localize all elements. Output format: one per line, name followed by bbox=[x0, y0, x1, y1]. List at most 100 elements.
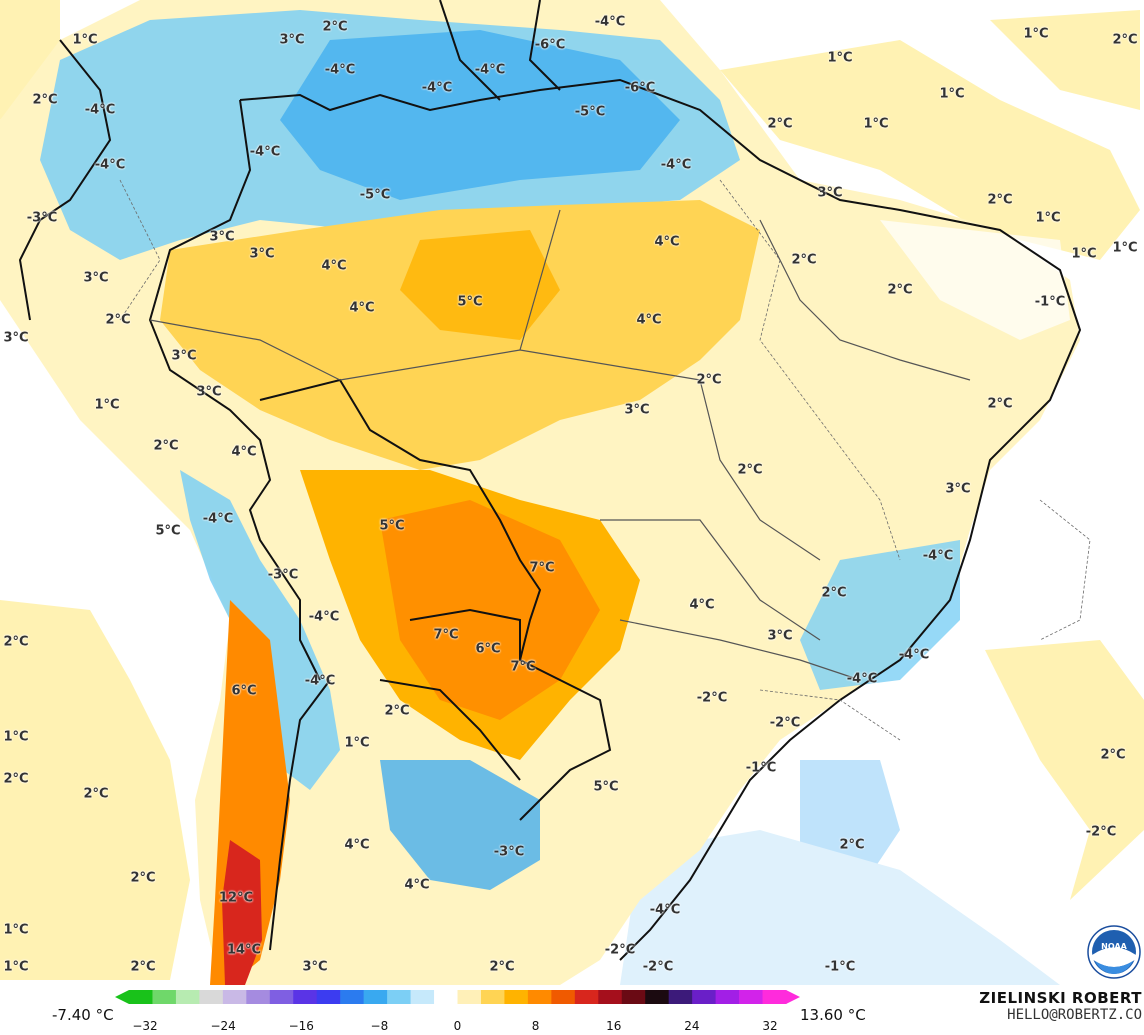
temp-label: 2°C bbox=[105, 312, 131, 328]
temp-label: 1°C bbox=[1023, 26, 1049, 42]
temp-label: 1°C bbox=[939, 86, 965, 102]
temperature-anomaly-map: 1°C 2°C 3°C -4°C -4°C -6°C -4°C -4°C -5°… bbox=[0, 0, 1144, 985]
temp-label: 3°C bbox=[945, 481, 971, 497]
scale-tick-label: −32 bbox=[132, 1019, 158, 1033]
scale-color-swatch bbox=[387, 990, 412, 1004]
temp-label: 2°C bbox=[821, 585, 847, 601]
scale-color-swatch bbox=[715, 990, 740, 1004]
warm-central bbox=[160, 200, 760, 470]
temp-label: 3°C bbox=[279, 32, 305, 48]
temp-label: 2°C bbox=[737, 462, 763, 478]
temp-label: 2°C bbox=[489, 959, 515, 975]
country-borders bbox=[18, 0, 1082, 961]
temp-label: -4°C bbox=[324, 62, 356, 78]
temp-label: 1°C bbox=[3, 959, 29, 975]
temp-label: 2°C bbox=[767, 116, 793, 132]
scale-left-arrow bbox=[115, 990, 129, 1004]
temp-label: 4°C bbox=[349, 300, 375, 316]
temp-label: -1°C bbox=[824, 959, 856, 975]
temp-label: 5°C bbox=[379, 518, 405, 534]
temp-label: 7°C bbox=[510, 659, 536, 675]
scale-color-swatch bbox=[293, 990, 318, 1004]
author-email: HELLO@ROBERTZ.CO bbox=[1007, 1007, 1142, 1023]
temp-label: 2°C bbox=[3, 771, 29, 787]
scale-color-swatch bbox=[739, 990, 764, 1004]
temp-label: -2°C bbox=[604, 942, 636, 958]
temp-label: -4°C bbox=[308, 609, 340, 625]
temp-label: -2°C bbox=[696, 690, 728, 706]
temp-label: 1°C bbox=[94, 397, 120, 413]
temp-label: -4°C bbox=[594, 14, 626, 30]
temp-label: 4°C bbox=[689, 597, 715, 613]
temp-label: 5°C bbox=[155, 523, 181, 539]
temp-label: 2°C bbox=[887, 282, 913, 298]
temp-label: -4°C bbox=[421, 80, 453, 96]
temp-label: 2°C bbox=[791, 252, 817, 268]
temp-label: -4°C bbox=[94, 157, 126, 173]
temp-label: 3°C bbox=[209, 229, 235, 245]
temp-label: 2°C bbox=[32, 92, 58, 108]
temp-label: -4°C bbox=[304, 673, 336, 689]
scale-tick-label: −16 bbox=[288, 1019, 314, 1033]
temp-label: -4°C bbox=[249, 144, 281, 160]
temp-label: 2°C bbox=[384, 703, 410, 719]
temp-label: -1°C bbox=[745, 760, 777, 776]
scale-color-swatch bbox=[340, 990, 365, 1004]
temp-label: 6°C bbox=[475, 641, 501, 657]
temp-label: 12°C bbox=[218, 890, 254, 906]
svg-text:NOAA: NOAA bbox=[1101, 942, 1127, 951]
temp-label: -6°C bbox=[534, 37, 566, 53]
temp-label: -2°C bbox=[642, 959, 674, 975]
scale-color-swatch bbox=[762, 990, 787, 1004]
scale-color-swatch bbox=[222, 990, 247, 1004]
temp-label: 4°C bbox=[344, 837, 370, 853]
temp-label: 2°C bbox=[1100, 747, 1126, 763]
temp-label: -6°C bbox=[624, 80, 656, 96]
temp-label: -2°C bbox=[1085, 824, 1117, 840]
temp-label: 7°C bbox=[433, 627, 459, 643]
temp-label: 3°C bbox=[249, 246, 275, 262]
scale-color-swatch bbox=[269, 990, 294, 1004]
temp-label: 1°C bbox=[863, 116, 889, 132]
scale-color-swatch bbox=[434, 990, 458, 1004]
scale-color-swatch bbox=[551, 990, 576, 1004]
scale-color-swatch bbox=[668, 990, 693, 1004]
branding: ZIELINSKI ROBERT HELLO@ROBERTZ.CO bbox=[979, 989, 1142, 1023]
temp-label: 2°C bbox=[83, 786, 109, 802]
temp-label: 7°C bbox=[529, 560, 555, 576]
temp-label: 2°C bbox=[3, 634, 29, 650]
temp-label: 1°C bbox=[1035, 210, 1061, 226]
temp-label: -4°C bbox=[202, 511, 234, 527]
temp-label: 1°C bbox=[344, 735, 370, 751]
temp-label: 2°C bbox=[322, 19, 348, 35]
temp-label: 2°C bbox=[130, 870, 156, 886]
temp-label: -4°C bbox=[649, 902, 681, 918]
author-name: ZIELINSKI ROBERT bbox=[979, 989, 1142, 1007]
temp-label: -3°C bbox=[493, 844, 525, 860]
temp-label: -4°C bbox=[922, 548, 954, 564]
temp-label: 3°C bbox=[302, 959, 328, 975]
temp-label: 1°C bbox=[3, 922, 29, 938]
temp-label: 1°C bbox=[827, 50, 853, 66]
temp-label: 1°C bbox=[3, 729, 29, 745]
contour-lines bbox=[119, 179, 1091, 741]
temp-label: 4°C bbox=[404, 877, 430, 893]
noaa-logo: NOAA bbox=[1087, 925, 1141, 979]
temp-label: 14°C bbox=[226, 942, 262, 958]
scale-color-swatch bbox=[645, 990, 670, 1004]
temp-label: -4°C bbox=[660, 157, 692, 173]
temp-label: 1°C bbox=[1071, 246, 1097, 262]
scale-tick-label: 0 bbox=[453, 1019, 462, 1033]
scale-tick-label: 32 bbox=[762, 1019, 778, 1033]
temp-label: 5°C bbox=[457, 294, 483, 310]
scale-color-swatch bbox=[410, 990, 435, 1004]
temp-label: -3°C bbox=[267, 567, 299, 583]
temp-label: -5°C bbox=[359, 187, 391, 203]
temp-label: -5°C bbox=[574, 104, 606, 120]
temp-label: 2°C bbox=[696, 372, 722, 388]
temp-label: 4°C bbox=[321, 258, 347, 274]
color-scale-bar bbox=[115, 990, 800, 1004]
temp-label: 2°C bbox=[1112, 32, 1138, 48]
temp-label: 3°C bbox=[624, 402, 650, 418]
ocean-anomaly-patches bbox=[0, 0, 1144, 985]
